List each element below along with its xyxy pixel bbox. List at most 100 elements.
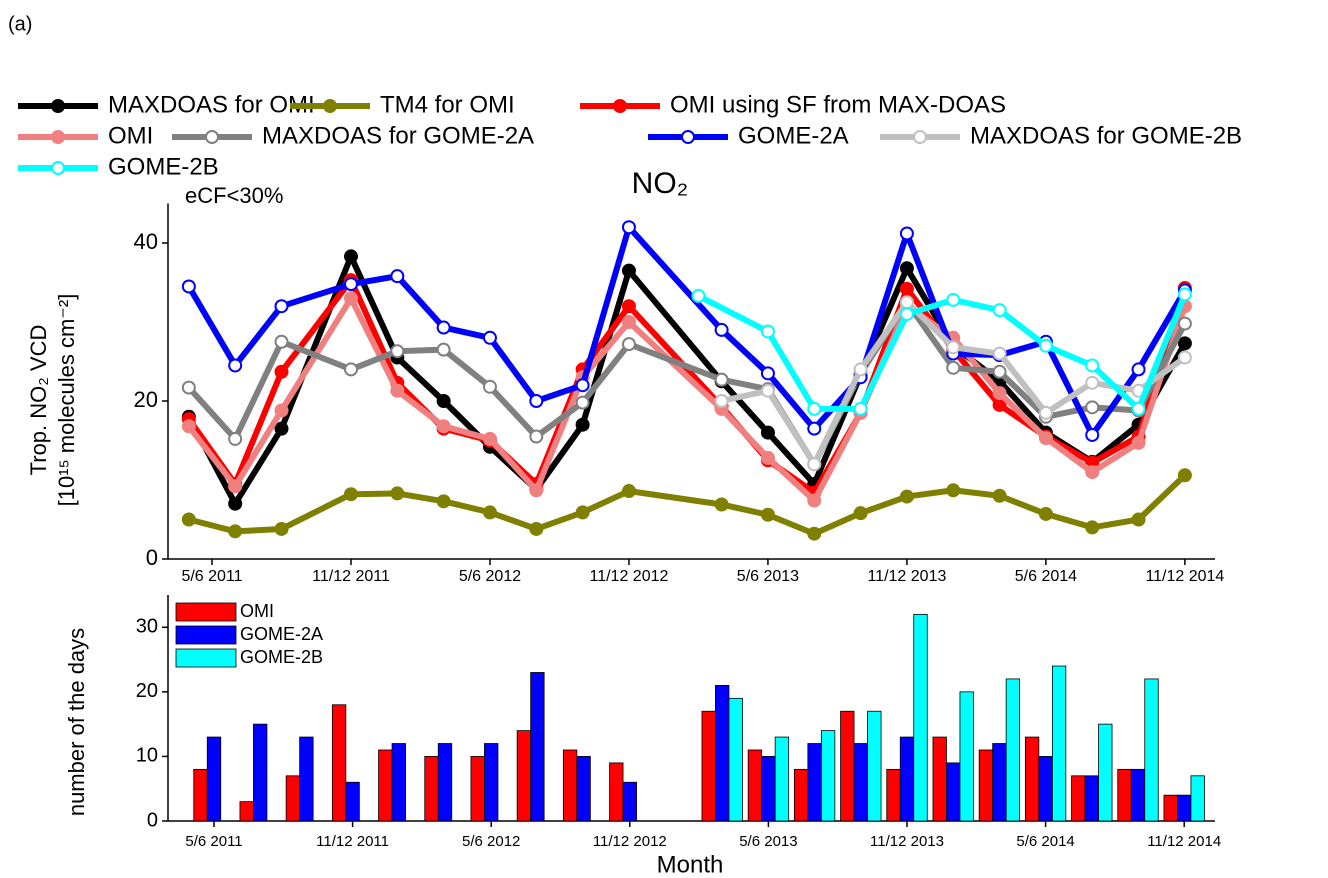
data-point bbox=[621, 299, 636, 314]
data-point bbox=[946, 340, 961, 355]
panel-label: (a) bbox=[8, 13, 32, 35]
legend-label: GOME-2B bbox=[240, 647, 323, 667]
data-point bbox=[1085, 427, 1100, 442]
chart-title: NO₂ bbox=[632, 167, 689, 200]
data-point bbox=[343, 487, 358, 502]
data-point bbox=[853, 401, 868, 416]
bar bbox=[437, 743, 453, 822]
data-point bbox=[946, 360, 961, 375]
data-point bbox=[343, 291, 358, 306]
data-point bbox=[1085, 465, 1100, 480]
data-point bbox=[575, 505, 590, 520]
series-line bbox=[188, 473, 1187, 537]
bar bbox=[899, 736, 915, 822]
data-point bbox=[992, 346, 1007, 361]
data-point bbox=[274, 403, 289, 418]
data-point bbox=[228, 479, 243, 494]
data-point bbox=[529, 521, 544, 536]
bar bbox=[978, 749, 994, 822]
data-point bbox=[274, 521, 289, 536]
data-point bbox=[1038, 431, 1053, 446]
bar bbox=[932, 736, 947, 822]
bar bbox=[1177, 794, 1192, 822]
data-point bbox=[529, 394, 544, 408]
bar bbox=[913, 613, 928, 822]
bar bbox=[807, 743, 822, 822]
data-point bbox=[1085, 520, 1100, 535]
bar bbox=[886, 768, 901, 822]
data-point bbox=[1038, 338, 1053, 353]
data-point bbox=[992, 364, 1007, 379]
x-tick-label: 5/6 2011 bbox=[181, 568, 242, 585]
data-point bbox=[1177, 336, 1192, 351]
bar bbox=[946, 762, 961, 822]
data-point bbox=[181, 279, 196, 294]
data-point bbox=[343, 362, 358, 377]
y-tick-label: 40 bbox=[134, 229, 158, 254]
x-tick-label: 11/12 2013 bbox=[867, 568, 946, 585]
data-point bbox=[343, 277, 358, 292]
x-tick-label: 11/12 2014 bbox=[1145, 568, 1224, 585]
bar bbox=[840, 710, 855, 822]
data-point bbox=[482, 379, 497, 394]
data-point bbox=[274, 299, 289, 314]
data-point bbox=[853, 362, 868, 377]
data-point bbox=[760, 366, 775, 381]
data-point bbox=[714, 497, 729, 512]
legend-label: OMI using SF from MAX-DOAS bbox=[670, 91, 1006, 118]
bar bbox=[853, 743, 868, 822]
x-tick-label: 11/12 2013 bbox=[870, 833, 944, 850]
data-point bbox=[807, 526, 822, 541]
bar bbox=[1005, 678, 1021, 822]
data-point bbox=[181, 512, 196, 527]
legend-swatch bbox=[175, 602, 237, 622]
y-tick-label: 10 bbox=[136, 745, 158, 767]
data-point bbox=[807, 421, 822, 436]
data-point bbox=[575, 417, 590, 432]
bar bbox=[959, 691, 974, 822]
y-tick-label: 0 bbox=[147, 809, 158, 831]
data-point bbox=[228, 524, 243, 539]
data-point bbox=[436, 394, 451, 408]
bar bbox=[774, 736, 790, 822]
data-point bbox=[228, 358, 243, 373]
legend-label: GOME-2A bbox=[738, 122, 849, 149]
bar bbox=[1117, 768, 1132, 822]
legend-label: MAXDOAS for OMI bbox=[108, 91, 315, 118]
data-point bbox=[899, 261, 914, 276]
legend-marker bbox=[51, 130, 65, 144]
data-point bbox=[899, 307, 914, 322]
data-point bbox=[1131, 512, 1146, 527]
data-point bbox=[853, 506, 868, 521]
bar bbox=[391, 743, 406, 822]
x-tick-label: 11/12 2012 bbox=[593, 833, 667, 850]
data-point bbox=[390, 383, 405, 398]
data-point bbox=[807, 493, 822, 508]
y-axis-label: [10¹⁵ molecules cm⁻²] bbox=[54, 294, 79, 507]
data-point bbox=[436, 419, 451, 434]
x-tick-label: 5/6 2014 bbox=[1016, 833, 1074, 850]
bar bbox=[206, 736, 222, 822]
legend-label: OMI bbox=[240, 601, 274, 621]
data-point bbox=[621, 315, 636, 329]
bar bbox=[484, 743, 499, 822]
data-point bbox=[946, 292, 961, 307]
bar bbox=[867, 710, 882, 822]
bar bbox=[1084, 775, 1099, 822]
data-point bbox=[714, 394, 729, 408]
data-point bbox=[1038, 405, 1053, 420]
y-axis-label: number of the days bbox=[64, 628, 89, 816]
data-point bbox=[691, 288, 706, 303]
bar bbox=[516, 730, 532, 822]
data-point bbox=[274, 334, 289, 349]
legend-swatch bbox=[175, 625, 237, 645]
data-point bbox=[807, 401, 822, 416]
data-point bbox=[992, 488, 1007, 503]
data-point bbox=[436, 342, 451, 357]
bar bbox=[747, 749, 763, 822]
legend-marker bbox=[613, 99, 627, 113]
data-point bbox=[760, 383, 775, 398]
bar bbox=[1098, 723, 1113, 822]
data-point bbox=[946, 483, 961, 498]
y-axis-label: Trop. NO₂ VCD bbox=[26, 325, 51, 476]
